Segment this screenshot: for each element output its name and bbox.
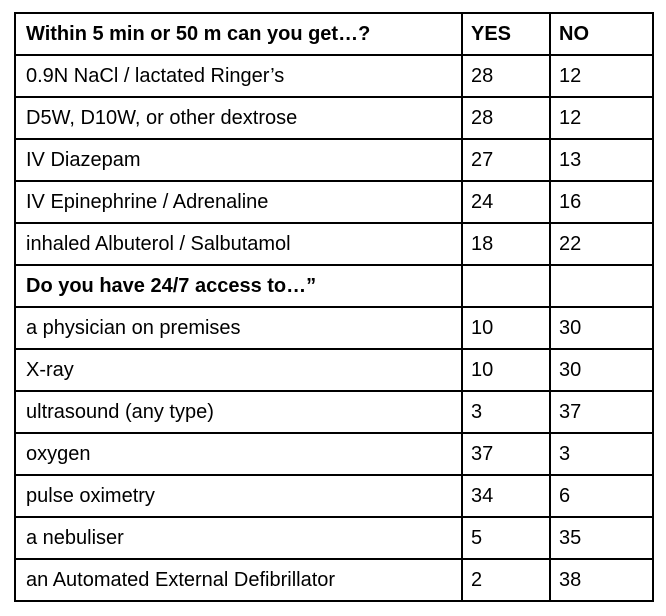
section-header-item: Do you have 24/7 access to…” [15,265,462,307]
section-header-row: Do you have 24/7 access to…” [15,265,653,307]
cell-item: inhaled Albuterol / Salbutamol [15,223,462,265]
cell-yes: 24 [462,181,550,223]
availability-table: Within 5 min or 50 m can you get…? YES N… [14,12,654,602]
cell-no: 3 [550,433,653,475]
cell-no: 30 [550,349,653,391]
table-row: oxygen 37 3 [15,433,653,475]
cell-no: 16 [550,181,653,223]
cell-yes: 34 [462,475,550,517]
cell-yes: 3 [462,391,550,433]
cell-item: a physician on premises [15,307,462,349]
table-row: D5W, D10W, or other dextrose 28 12 [15,97,653,139]
cell-yes: 18 [462,223,550,265]
cell-yes: 27 [462,139,550,181]
cell-item: D5W, D10W, or other dextrose [15,97,462,139]
column-header-yes: YES [462,13,550,55]
section-header-item: Within 5 min or 50 m can you get…? [15,13,462,55]
column-header-no: NO [550,13,653,55]
table-row: an Automated External Defibrillator 2 38 [15,559,653,601]
cell-item: pulse oximetry [15,475,462,517]
column-header-no [550,265,653,307]
cell-no: 12 [550,97,653,139]
section-header-row: Within 5 min or 50 m can you get…? YES N… [15,13,653,55]
table-row: X-ray 10 30 [15,349,653,391]
cell-item: an Automated External Defibrillator [15,559,462,601]
cell-yes: 10 [462,349,550,391]
cell-item: IV Diazepam [15,139,462,181]
cell-no: 6 [550,475,653,517]
table-row: inhaled Albuterol / Salbutamol 18 22 [15,223,653,265]
cell-no: 30 [550,307,653,349]
cell-no: 37 [550,391,653,433]
cell-no: 35 [550,517,653,559]
table-row: a nebuliser 5 35 [15,517,653,559]
table-body: Within 5 min or 50 m can you get…? YES N… [15,13,653,601]
cell-no: 12 [550,55,653,97]
cell-item: IV Epinephrine / Adrenaline [15,181,462,223]
table-row: IV Diazepam 27 13 [15,139,653,181]
cell-no: 38 [550,559,653,601]
cell-item: a nebuliser [15,517,462,559]
column-header-yes [462,265,550,307]
cell-item: X-ray [15,349,462,391]
cell-yes: 5 [462,517,550,559]
cell-item: 0.9N NaCl / lactated Ringer’s [15,55,462,97]
table-row: a physician on premises 10 30 [15,307,653,349]
cell-item: ultrasound (any type) [15,391,462,433]
cell-yes: 28 [462,97,550,139]
cell-item: oxygen [15,433,462,475]
cell-no: 13 [550,139,653,181]
table-row: pulse oximetry 34 6 [15,475,653,517]
cell-yes: 37 [462,433,550,475]
cell-yes: 28 [462,55,550,97]
table-row: ultrasound (any type) 3 37 [15,391,653,433]
cell-yes: 10 [462,307,550,349]
table-row: IV Epinephrine / Adrenaline 24 16 [15,181,653,223]
cell-no: 22 [550,223,653,265]
table-row: 0.9N NaCl / lactated Ringer’s 28 12 [15,55,653,97]
cell-yes: 2 [462,559,550,601]
